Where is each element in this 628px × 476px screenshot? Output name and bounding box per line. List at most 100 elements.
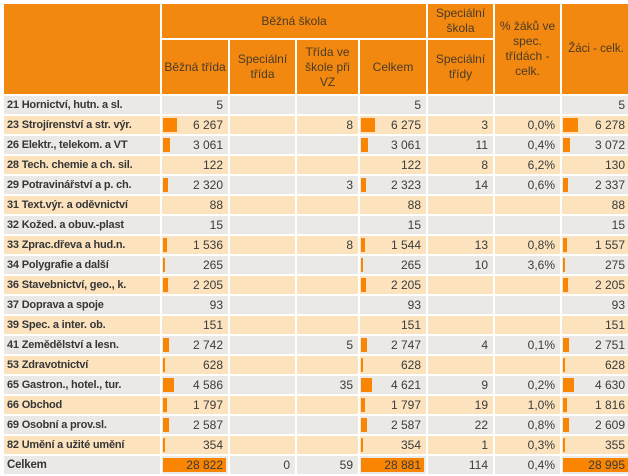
value-cell[interactable]: 28 995 bbox=[560, 454, 628, 476]
value-cell[interactable]: 4 630 bbox=[560, 374, 628, 396]
value-cell[interactable] bbox=[426, 294, 495, 316]
value-cell[interactable]: 3,6% bbox=[493, 254, 562, 276]
value-cell[interactable]: 8 bbox=[295, 114, 360, 136]
subheader-specialni-tridy[interactable]: Speciální třídy bbox=[426, 38, 495, 96]
row-label-cell[interactable]: 41 Zemědělství a lesn. bbox=[2, 334, 162, 356]
value-cell[interactable]: 8 bbox=[426, 154, 495, 176]
value-cell[interactable] bbox=[426, 194, 495, 216]
value-cell[interactable]: 6 278 bbox=[560, 114, 628, 136]
value-cell[interactable]: 93 bbox=[560, 294, 628, 316]
value-cell[interactable]: 22 bbox=[426, 414, 495, 436]
row-label-cell[interactable]: 33 Zprac.dřeva a hud.n. bbox=[2, 234, 162, 256]
row-label-cell[interactable]: Celkem bbox=[2, 454, 162, 476]
corner-cell[interactable] bbox=[2, 2, 162, 96]
value-cell[interactable]: 88 bbox=[560, 194, 628, 216]
value-cell[interactable] bbox=[228, 114, 297, 136]
value-cell[interactable]: 0,0% bbox=[493, 114, 562, 136]
value-cell[interactable] bbox=[426, 314, 495, 336]
value-cell[interactable]: 2 205 bbox=[560, 274, 628, 296]
value-cell[interactable] bbox=[295, 294, 360, 316]
header-bezna-skola[interactable]: Běžná škola bbox=[160, 2, 428, 40]
value-cell[interactable] bbox=[295, 354, 360, 376]
row-label-cell[interactable]: 23 Strojírenství a str. výr. bbox=[2, 114, 162, 136]
value-cell[interactable]: 59 bbox=[295, 454, 360, 476]
value-cell[interactable]: 5 bbox=[160, 94, 230, 116]
value-cell[interactable]: 2 751 bbox=[560, 334, 628, 356]
value-cell[interactable] bbox=[426, 354, 495, 376]
value-cell[interactable]: 0,4% bbox=[493, 454, 562, 476]
value-cell[interactable] bbox=[228, 274, 297, 296]
value-cell[interactable]: 0,6% bbox=[493, 174, 562, 196]
value-cell[interactable]: 6 275 bbox=[358, 114, 428, 136]
value-cell[interactable] bbox=[295, 274, 360, 296]
value-cell[interactable]: 0,2% bbox=[493, 374, 562, 396]
value-cell[interactable]: 3 072 bbox=[560, 134, 628, 156]
value-cell[interactable] bbox=[228, 154, 297, 176]
value-cell[interactable]: 2 205 bbox=[160, 274, 230, 296]
value-cell[interactable] bbox=[493, 214, 562, 236]
value-cell[interactable]: 4 621 bbox=[358, 374, 428, 396]
header-zaci-celk[interactable]: Žáci - celk. bbox=[560, 2, 628, 96]
value-cell[interactable]: 88 bbox=[358, 194, 428, 216]
value-cell[interactable]: 265 bbox=[160, 254, 230, 276]
value-cell[interactable]: 3 bbox=[295, 174, 360, 196]
value-cell[interactable]: 0,1% bbox=[493, 334, 562, 356]
value-cell[interactable]: 628 bbox=[560, 354, 628, 376]
value-cell[interactable] bbox=[295, 314, 360, 336]
value-cell[interactable] bbox=[295, 394, 360, 416]
value-cell[interactable]: 19 bbox=[426, 394, 495, 416]
value-cell[interactable]: 265 bbox=[358, 254, 428, 276]
value-cell[interactable] bbox=[295, 154, 360, 176]
value-cell[interactable] bbox=[295, 434, 360, 456]
value-cell[interactable] bbox=[228, 174, 297, 196]
value-cell[interactable] bbox=[228, 334, 297, 356]
value-cell[interactable] bbox=[493, 314, 562, 336]
value-cell[interactable]: 1 536 bbox=[160, 234, 230, 256]
value-cell[interactable]: 151 bbox=[358, 314, 428, 336]
value-cell[interactable]: 1 797 bbox=[160, 394, 230, 416]
value-cell[interactable]: 275 bbox=[560, 254, 628, 276]
value-cell[interactable] bbox=[228, 314, 297, 336]
row-label-cell[interactable]: 39 Spec. a inter. ob. bbox=[2, 314, 162, 336]
value-cell[interactable]: 1 557 bbox=[560, 234, 628, 256]
value-cell[interactable] bbox=[228, 294, 297, 316]
value-cell[interactable]: 2 587 bbox=[358, 414, 428, 436]
value-cell[interactable]: 4 bbox=[426, 334, 495, 356]
value-cell[interactable]: 2 337 bbox=[560, 174, 628, 196]
value-cell[interactable] bbox=[295, 414, 360, 436]
value-cell[interactable]: 15 bbox=[560, 214, 628, 236]
row-label-cell[interactable]: 82 Umění a užité umění bbox=[2, 434, 162, 456]
value-cell[interactable]: 2 587 bbox=[160, 414, 230, 436]
row-label-cell[interactable]: 65 Gastron., hotel., tur. bbox=[2, 374, 162, 396]
value-cell[interactable]: 151 bbox=[560, 314, 628, 336]
row-label-cell[interactable]: 26 Elektr., telekom. a VT bbox=[2, 134, 162, 156]
value-cell[interactable] bbox=[228, 354, 297, 376]
subheader-trida-vz[interactable]: Třída ve škole při VZ bbox=[295, 38, 360, 96]
value-cell[interactable]: 151 bbox=[160, 314, 230, 336]
value-cell[interactable] bbox=[426, 274, 495, 296]
value-cell[interactable] bbox=[295, 254, 360, 276]
row-label-cell[interactable]: 34 Polygrafie a další bbox=[2, 254, 162, 276]
value-cell[interactable]: 1 816 bbox=[560, 394, 628, 416]
value-cell[interactable] bbox=[493, 94, 562, 116]
row-label-cell[interactable]: 36 Stavebnictví, geo., k. bbox=[2, 274, 162, 296]
row-label-cell[interactable]: 66 Obchod bbox=[2, 394, 162, 416]
value-cell[interactable] bbox=[295, 94, 360, 116]
value-cell[interactable]: 10 bbox=[426, 254, 495, 276]
value-cell[interactable]: 0,8% bbox=[493, 234, 562, 256]
value-cell[interactable]: 2 747 bbox=[358, 334, 428, 356]
value-cell[interactable]: 8 bbox=[295, 234, 360, 256]
row-label-cell[interactable]: 31 Text.výr. a oděvnictví bbox=[2, 194, 162, 216]
value-cell[interactable]: 6,2% bbox=[493, 154, 562, 176]
row-label-cell[interactable]: 28 Tech. chemie a ch. sil. bbox=[2, 154, 162, 176]
value-cell[interactable]: 0 bbox=[228, 454, 297, 476]
value-cell[interactable]: 2 323 bbox=[358, 174, 428, 196]
value-cell[interactable] bbox=[228, 434, 297, 456]
value-cell[interactable] bbox=[426, 214, 495, 236]
value-cell[interactable]: 354 bbox=[358, 434, 428, 456]
value-cell[interactable] bbox=[493, 354, 562, 376]
value-cell[interactable] bbox=[493, 274, 562, 296]
value-cell[interactable]: 1,0% bbox=[493, 394, 562, 416]
value-cell[interactable] bbox=[295, 214, 360, 236]
row-label-cell[interactable]: 29 Potravinářství a p. ch. bbox=[2, 174, 162, 196]
